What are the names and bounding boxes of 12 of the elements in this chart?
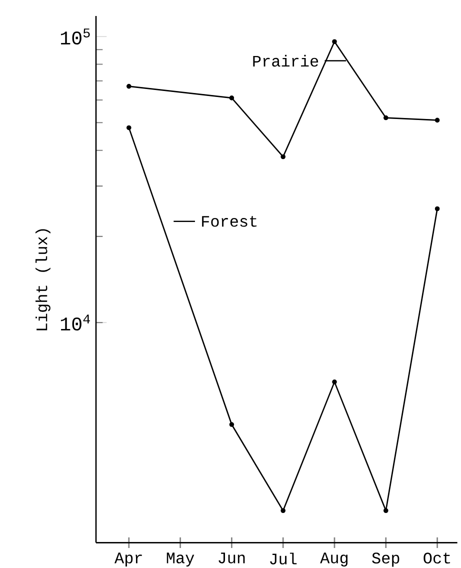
x-tick-label: May	[166, 552, 194, 567]
x-tick-label: Oct	[424, 552, 450, 564]
x-tick-label: Jun	[218, 552, 245, 564]
y-axis-title: Light (lux)	[36, 229, 50, 330]
legend-label: Forest	[202, 216, 257, 227]
x-tick-label: Aug	[320, 552, 348, 567]
x-tick-label: Sep	[372, 552, 400, 567]
y-tick-label: 10$^{5}$	[60, 28, 90, 45]
y-tick-label: 10$^{4}$	[60, 314, 90, 331]
x-tick-label: Jul	[270, 552, 297, 564]
x-tick-label: Apr	[114, 552, 142, 567]
series-label: Prairie	[253, 54, 318, 67]
